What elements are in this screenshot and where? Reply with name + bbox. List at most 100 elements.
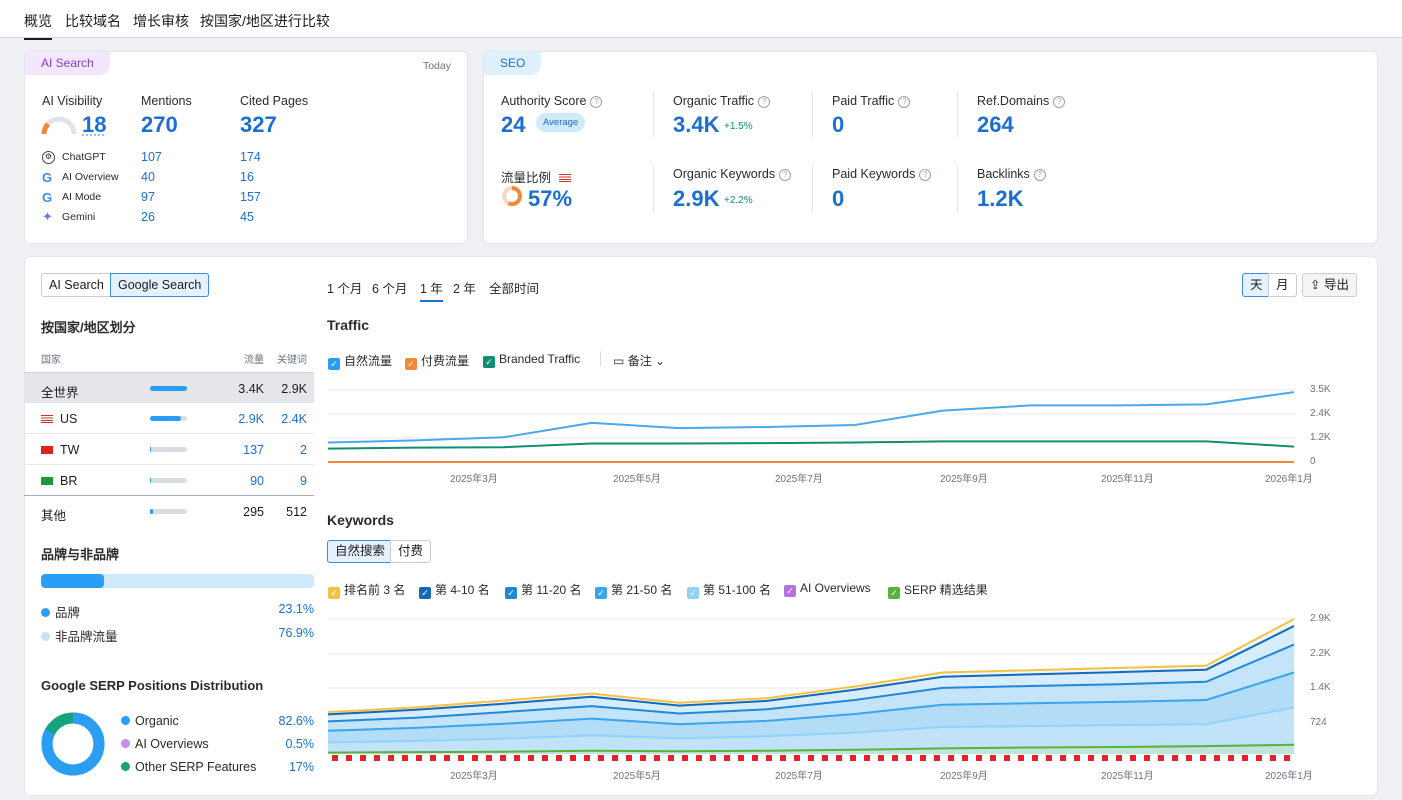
- help-icon[interactable]: ?: [1033, 168, 1046, 181]
- period-6m[interactable]: 6 个月: [372, 282, 408, 296]
- serp-event-marker: [1242, 755, 1248, 761]
- serp-organic-label: Organic: [135, 714, 179, 728]
- country-traffic[interactable]: 2.9K: [238, 412, 264, 426]
- traffic-header: 流量: [244, 355, 264, 366]
- authority-score-value[interactable]: 24: [501, 112, 526, 137]
- organic-traffic-value[interactable]: 3.4K: [673, 112, 720, 137]
- serp-event-marker: [1074, 755, 1080, 761]
- tab-compare-domains[interactable]: 比较域名: [65, 13, 121, 29]
- platform-mentions[interactable]: 107: [141, 150, 162, 164]
- legend-label: 第 4-10 名: [435, 583, 490, 597]
- legend-label: 付费流量: [421, 354, 470, 368]
- country-row-world[interactable]: 全世界 3.4K 2.9K: [24, 372, 314, 403]
- x-tick: 2025年7月: [775, 474, 823, 485]
- tab-growth-audit[interactable]: 增长审核: [133, 13, 189, 29]
- legend-51-100[interactable]: ✓ 第 51-100 名: [687, 581, 771, 599]
- x-tick: 2026年1月: [1265, 474, 1313, 485]
- traffic-share-value[interactable]: 57%: [528, 186, 573, 211]
- seo-card: SEO Authority Score? 24 Average 流量比例 57%…: [483, 51, 1378, 244]
- legend-11-20[interactable]: ✓ 第 11-20 名: [505, 581, 581, 599]
- period-1y[interactable]: 1 年: [420, 278, 443, 302]
- paid-keywords-value[interactable]: 0: [832, 186, 845, 211]
- serp-event-marker: [1102, 755, 1108, 761]
- help-icon[interactable]: ?: [1053, 95, 1066, 108]
- platform-mentions[interactable]: 26: [141, 210, 155, 224]
- serp-event-marker: [374, 755, 380, 761]
- help-icon[interactable]: ?: [590, 95, 603, 108]
- x-tick: 2025年9月: [940, 771, 988, 782]
- country-traffic[interactable]: 90: [250, 474, 264, 488]
- paid-traffic-value[interactable]: 0: [832, 112, 845, 137]
- serp-event-marker: [738, 755, 744, 761]
- platform-cited[interactable]: 45: [240, 210, 254, 224]
- mentions-value[interactable]: 270: [141, 112, 178, 137]
- mentions-label: Mentions: [141, 94, 192, 108]
- country-traffic: 295: [243, 505, 264, 519]
- legend-label: 第 11-20 名: [521, 583, 582, 597]
- legend-organic[interactable]: ✓ 自然流量: [328, 352, 392, 370]
- legend-21-50[interactable]: ✓ 第 21-50 名: [595, 581, 672, 599]
- traffic-chart[interactable]: [328, 382, 1298, 468]
- tab-paid[interactable]: 付费: [390, 540, 432, 563]
- legend-top3[interactable]: ✓ 排名前 3 名: [328, 581, 405, 599]
- period-2y[interactable]: 2 年: [453, 282, 476, 296]
- country-row-tw[interactable]: TW 137 2: [24, 434, 314, 465]
- granularity-day[interactable]: 天: [1242, 273, 1271, 297]
- platform-cited[interactable]: 16: [240, 170, 254, 184]
- notes-dropdown[interactable]: ▭ 备注 ⌄: [613, 352, 665, 369]
- legend-label: 排名前 3 名: [344, 583, 406, 597]
- country-row-br[interactable]: BR 90 9: [24, 465, 314, 496]
- serp-event-marker: [906, 755, 912, 761]
- help-icon[interactable]: ?: [758, 95, 771, 108]
- legend-serp-features[interactable]: ✓ SERP 精选结果: [888, 581, 988, 599]
- google-search-toggle[interactable]: Google Search: [110, 273, 210, 297]
- keywords-chart[interactable]: [328, 612, 1298, 764]
- legend-ai-overviews[interactable]: ✓ AI Overviews: [784, 581, 871, 597]
- platform-cited[interactable]: 174: [240, 150, 261, 164]
- check-icon: ✓: [419, 587, 431, 599]
- backlinks-value[interactable]: 1.2K: [977, 186, 1024, 211]
- serp-event-marker: [1158, 755, 1164, 761]
- cited-pages-value[interactable]: 327: [240, 112, 277, 137]
- export-button[interactable]: ⇪ 导出: [1302, 273, 1357, 297]
- tab-compare-by-country[interactable]: 按国家/地区进行比较: [200, 13, 330, 29]
- country-keywords[interactable]: 2: [300, 443, 307, 457]
- organic-traffic-label: Organic Traffic: [673, 94, 755, 108]
- serp-event-marker: [346, 755, 352, 761]
- platform-mentions[interactable]: 40: [141, 170, 155, 184]
- platform-mentions[interactable]: 97: [141, 190, 155, 204]
- legend-paid[interactable]: ✓ 付费流量: [405, 352, 469, 370]
- brand-share-bar: [41, 574, 314, 588]
- legend-branded[interactable]: ✓ Branded Traffic: [483, 352, 580, 368]
- country-keywords[interactable]: 2.4K: [281, 412, 307, 426]
- series-line: [328, 440, 1295, 450]
- help-icon[interactable]: ?: [898, 95, 911, 108]
- platform-name: AI Overview: [62, 171, 119, 183]
- ai-search-toggle[interactable]: AI Search: [41, 273, 112, 297]
- serp-event-marker: [430, 755, 436, 761]
- series-line: [328, 643, 1295, 723]
- country-keywords[interactable]: 9: [300, 474, 307, 488]
- period-1m[interactable]: 1 个月: [327, 282, 363, 296]
- serp-organic-value: 82.6%: [278, 714, 314, 728]
- today-label: Today: [422, 60, 451, 72]
- keywords-header: 关键词: [277, 355, 307, 366]
- tab-organic-search[interactable]: 自然搜索: [327, 540, 394, 563]
- organic-keywords-value[interactable]: 2.9K: [673, 186, 720, 211]
- period-all[interactable]: 全部时间: [489, 282, 540, 296]
- help-icon[interactable]: ?: [919, 168, 932, 181]
- legend-4-10[interactable]: ✓ 第 4-10 名: [419, 581, 490, 599]
- help-icon[interactable]: ?: [779, 168, 792, 181]
- country-name: US: [60, 412, 78, 426]
- cited-pages-label: Cited Pages: [240, 94, 309, 108]
- granularity-month[interactable]: 月: [1268, 273, 1297, 297]
- serp-event-marker: [1228, 755, 1234, 761]
- ref-domains-value[interactable]: 264: [977, 112, 1014, 137]
- country-traffic[interactable]: 137: [243, 443, 264, 457]
- google-icon: G: [42, 170, 53, 185]
- country-name: 全世界: [41, 386, 79, 400]
- ai-visibility-value[interactable]: 18: [82, 112, 107, 137]
- country-row-us[interactable]: US 2.9K 2.4K: [24, 403, 314, 434]
- platform-cited[interactable]: 157: [240, 190, 261, 204]
- tab-overview[interactable]: 概览: [24, 11, 52, 40]
